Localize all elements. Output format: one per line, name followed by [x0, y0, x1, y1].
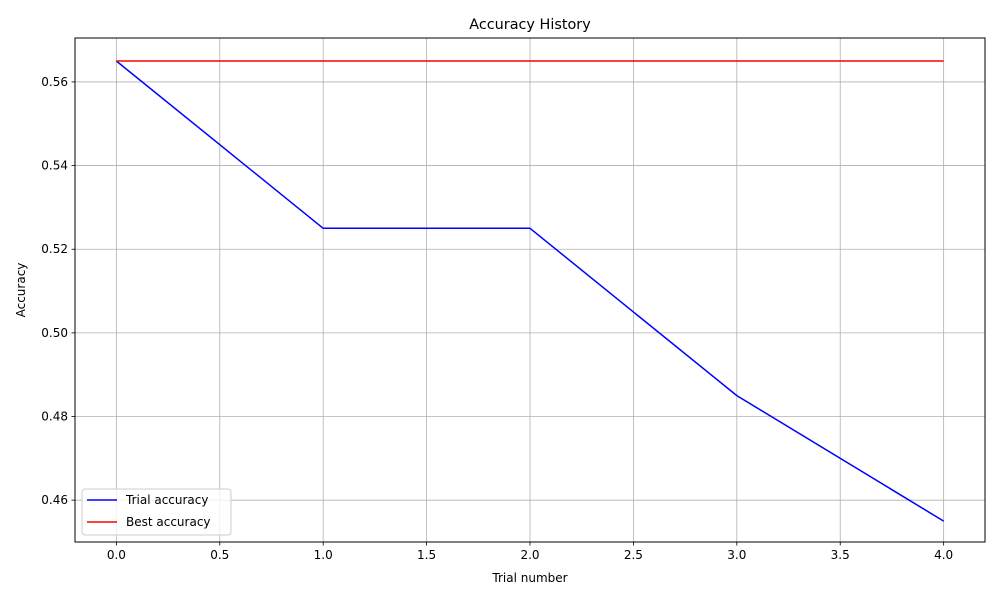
x-tick-label: 4.0 [934, 548, 953, 562]
x-axis-title: Trial number [491, 571, 567, 585]
chart-title: Accuracy History [469, 17, 591, 33]
legend-label-trial-accuracy: Trial accuracy [125, 493, 208, 507]
y-tick-label: 0.46 [41, 493, 68, 507]
y-tick-label: 0.50 [41, 326, 68, 340]
y-tick-label: 0.56 [41, 75, 68, 89]
x-tick-label: 1.5 [417, 548, 436, 562]
x-tick-label: 0.0 [107, 548, 126, 562]
data-series [115, 60, 945, 522]
grid-lines [75, 38, 985, 542]
legend-label-best-accuracy: Best accuracy [126, 515, 211, 529]
x-tick-label: 3.0 [727, 548, 746, 562]
y-axis-title: Accuracy [14, 263, 28, 318]
y-tick-label: 0.52 [41, 242, 68, 256]
x-tick-label: 0.5 [210, 548, 229, 562]
axis-ticks: 0.0 0.5 1.0 1.5 2.0 2.5 3.0 3.5 4.0 0.46 0.48 0.50 0… [41, 75, 953, 562]
series-line-trial-accuracy [115, 60, 945, 522]
y-tick-label: 0.54 [41, 159, 68, 173]
x-tick-label: 2.5 [624, 548, 643, 562]
legend: Trial accuracy Best accuracy [81, 488, 232, 536]
legend-box [81, 488, 232, 536]
y-tick-label: 0.48 [41, 410, 68, 424]
x-tick-label: 3.5 [831, 548, 850, 562]
x-tick-label: 1.0 [314, 548, 333, 562]
x-tick-label: 2.0 [520, 548, 539, 562]
